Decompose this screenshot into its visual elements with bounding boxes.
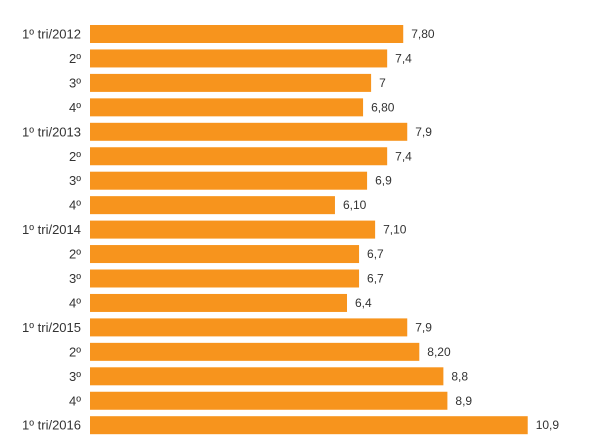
data-label: 8,8 — [451, 369, 468, 383]
bar — [90, 147, 388, 166]
bar — [90, 293, 348, 312]
category-label: 2º — [69, 344, 81, 359]
category-label: 3º — [69, 369, 81, 384]
category-label: 2º — [69, 247, 81, 262]
data-label: 8,9 — [455, 394, 472, 408]
bar — [90, 196, 335, 215]
data-label: 7,9 — [415, 320, 432, 334]
bar — [90, 391, 448, 410]
data-label: 7,4 — [395, 149, 412, 163]
category-label: 1º tri/2015 — [22, 320, 81, 335]
bar — [90, 342, 420, 361]
category-label: 2º — [69, 51, 81, 66]
data-label: 6,9 — [375, 174, 392, 188]
category-label: 1º tri/2016 — [22, 418, 81, 433]
category-label: 3º — [69, 75, 81, 90]
category-label: 3º — [69, 271, 81, 286]
category-label: 1º tri/2014 — [22, 222, 81, 237]
category-label: 1º tri/2012 — [22, 27, 81, 42]
bar — [90, 122, 408, 141]
data-label: 7,9 — [415, 125, 432, 139]
bar — [90, 98, 364, 117]
category-labels: 1º tri/2012 2º 3º 4º 1º tri/2013 2º 3º 4º 1º tri… — [22, 27, 81, 433]
bar — [90, 318, 408, 337]
category-label: 4º — [69, 100, 81, 115]
bar — [90, 25, 404, 43]
category-label: 4º — [69, 198, 81, 213]
bar — [90, 245, 360, 264]
data-label: 6,4 — [355, 296, 372, 310]
bar — [90, 416, 528, 435]
data-label: 8,20 — [427, 345, 451, 359]
bar — [90, 73, 372, 92]
data-label: 6,80 — [371, 100, 395, 114]
category-label: 2º — [69, 149, 81, 164]
data-label: 6,10 — [343, 198, 367, 212]
data-label: 6,7 — [367, 247, 384, 261]
data-label: 7,10 — [383, 223, 407, 237]
bar — [90, 269, 360, 288]
category-label: 3º — [69, 173, 81, 188]
data-label: 7,80 — [411, 27, 435, 41]
bar — [90, 220, 376, 239]
data-label: 10,9 — [536, 418, 560, 432]
category-label: 4º — [69, 393, 81, 408]
category-label: 4º — [69, 295, 81, 310]
bar — [90, 171, 368, 190]
category-label: 1º tri/2013 — [22, 124, 81, 139]
data-label: 6,7 — [367, 272, 384, 286]
bars — [90, 25, 528, 435]
data-label: 7,4 — [395, 51, 412, 65]
value-labels: 7,807,476,807,97,46,96,107,106,76,76,47,… — [343, 27, 559, 432]
bar — [90, 49, 388, 68]
data-label: 7 — [379, 76, 386, 90]
bar — [90, 367, 444, 386]
